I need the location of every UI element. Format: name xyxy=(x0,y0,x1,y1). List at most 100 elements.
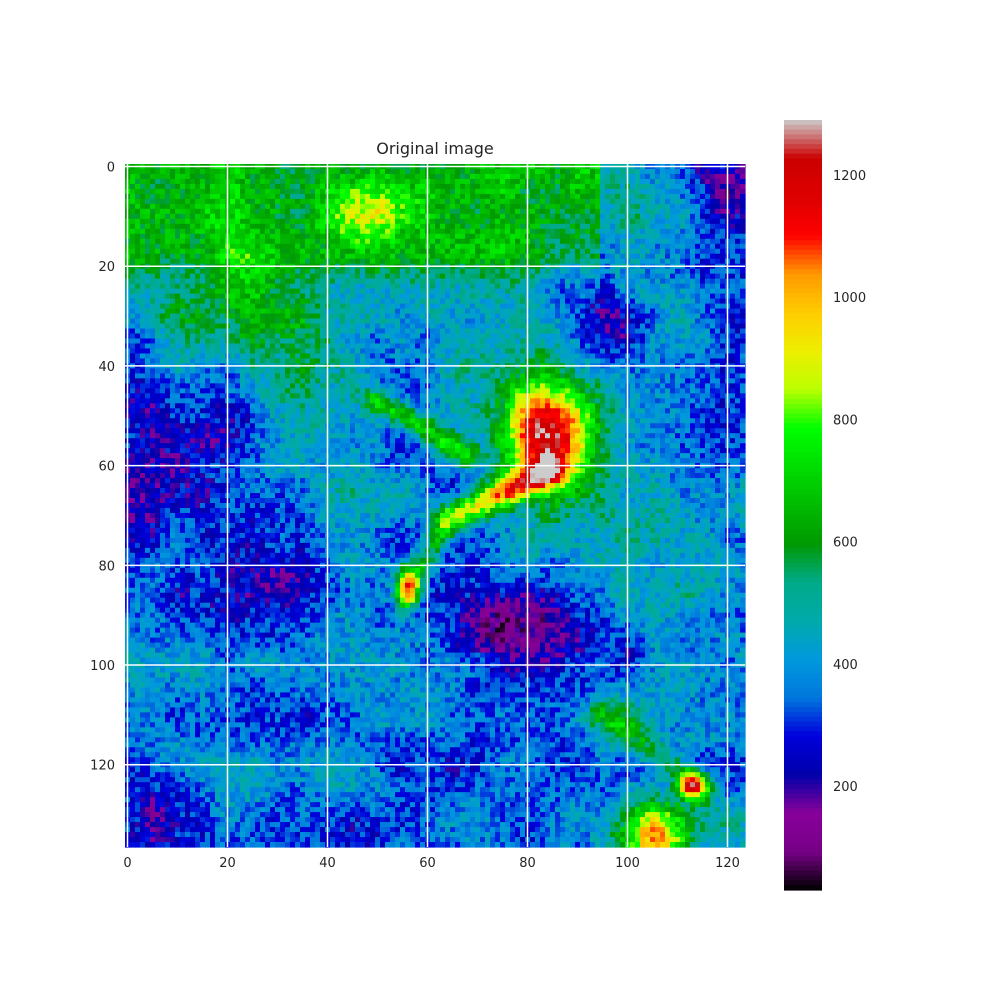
heatmap-cell xyxy=(330,193,336,200)
heatmap-cell xyxy=(640,308,646,315)
heatmap-cell xyxy=(335,288,341,295)
heatmap-cell xyxy=(195,223,201,230)
heatmap-cell xyxy=(375,238,381,245)
heatmap-cell xyxy=(250,198,256,205)
heatmap-cell xyxy=(590,283,596,290)
heatmap-cell xyxy=(640,248,646,255)
heatmap-cell xyxy=(165,333,171,340)
heatmap-cell xyxy=(590,183,596,190)
heatmap-cell xyxy=(715,283,721,290)
heatmap-cell xyxy=(465,253,471,260)
heatmap-cell xyxy=(345,183,351,190)
heatmap-cell xyxy=(375,168,381,175)
heatmap-cell xyxy=(265,233,271,240)
heatmap-cell xyxy=(675,178,681,185)
heatmap-cell xyxy=(240,213,246,220)
heatmap-cell xyxy=(310,333,316,340)
heatmap-cell xyxy=(190,253,196,260)
heatmap-cell xyxy=(555,293,561,300)
heatmap-cell xyxy=(715,338,721,345)
heatmap-cell xyxy=(695,283,701,290)
heatmap-cell xyxy=(555,338,561,345)
heatmap-cell xyxy=(700,313,706,320)
heatmap-cell xyxy=(660,288,666,295)
heatmap-cell xyxy=(575,248,581,255)
heatmap-cell xyxy=(665,253,671,260)
heatmap-cell xyxy=(545,333,551,340)
heatmap-cell xyxy=(675,218,681,225)
heatmap-cell xyxy=(290,198,296,205)
heatmap-cell xyxy=(180,223,186,230)
heatmap-cell xyxy=(430,298,436,305)
heatmap-cell xyxy=(365,353,371,360)
heatmap-cell xyxy=(315,338,321,345)
heatmap-cell xyxy=(445,253,451,260)
heatmap-cell xyxy=(600,258,606,265)
heatmap-cell xyxy=(295,183,301,190)
heatmap-cell xyxy=(140,353,146,360)
heatmap-cell xyxy=(345,308,351,315)
heatmap-cell xyxy=(520,188,526,195)
heatmap-cell xyxy=(260,188,266,195)
heatmap-cell xyxy=(555,213,561,220)
heatmap-cell xyxy=(330,218,336,225)
heatmap-cell xyxy=(185,218,191,225)
heatmap-cell xyxy=(645,348,651,355)
heatmap-cell xyxy=(720,343,726,350)
heatmap-cell xyxy=(645,258,651,265)
heatmap-cell xyxy=(135,238,141,245)
heatmap-cell xyxy=(185,288,191,295)
heatmap-cell xyxy=(360,303,366,310)
heatmap-cell xyxy=(720,233,726,240)
heatmap-cell xyxy=(145,193,151,200)
heatmap-cell xyxy=(510,248,516,255)
heatmap-cell xyxy=(245,228,251,235)
heatmap-cell xyxy=(415,188,421,195)
heatmap-cell xyxy=(415,213,421,220)
heatmap-cell xyxy=(670,228,676,235)
heatmap-cell xyxy=(190,193,196,200)
heatmap-cell xyxy=(320,308,326,315)
heatmap-cell xyxy=(135,333,141,340)
heatmap-cell xyxy=(550,228,556,235)
heatmap-cell xyxy=(455,358,461,365)
heatmap-cell xyxy=(540,243,546,250)
heatmap-cell xyxy=(460,343,466,350)
heatmap-cell xyxy=(440,313,446,320)
heatmap-cell xyxy=(140,303,146,310)
heatmap-cell xyxy=(695,333,701,340)
heatmap-cell xyxy=(195,303,201,310)
heatmap-cell xyxy=(140,168,146,175)
heatmap-cell xyxy=(615,193,621,200)
heatmap-cell xyxy=(265,328,271,335)
heatmap-cell xyxy=(560,178,566,185)
heatmap-cell xyxy=(585,238,591,245)
heatmap-cell xyxy=(390,188,396,195)
heatmap-cell xyxy=(255,233,261,240)
heatmap-cell xyxy=(360,348,366,355)
heatmap-cell xyxy=(300,353,306,360)
heatmap-cell xyxy=(150,293,156,300)
heatmap-cell xyxy=(685,218,691,225)
heatmap-cell xyxy=(615,343,621,350)
heatmap-cell xyxy=(265,228,271,235)
heatmap-cell xyxy=(385,283,391,290)
heatmap-cell xyxy=(375,343,381,350)
heatmap-cell xyxy=(610,178,616,185)
heatmap-cell xyxy=(190,173,196,180)
heatmap-cell xyxy=(275,188,281,195)
heatmap-cell xyxy=(400,193,406,200)
heatmap-cell xyxy=(175,293,181,300)
heatmap-cell xyxy=(215,208,221,215)
heatmap-cell xyxy=(575,188,581,195)
heatmap-cell xyxy=(390,213,396,220)
heatmap-cell xyxy=(640,328,646,335)
heatmap-cell xyxy=(270,353,276,360)
heatmap-cell xyxy=(240,203,246,210)
heatmap-cell xyxy=(735,333,741,340)
heatmap-cell xyxy=(255,188,261,195)
heatmap-cell xyxy=(485,328,491,335)
heatmap-cell xyxy=(560,283,566,290)
heatmap-cell xyxy=(675,348,681,355)
heatmap-cell xyxy=(180,213,186,220)
